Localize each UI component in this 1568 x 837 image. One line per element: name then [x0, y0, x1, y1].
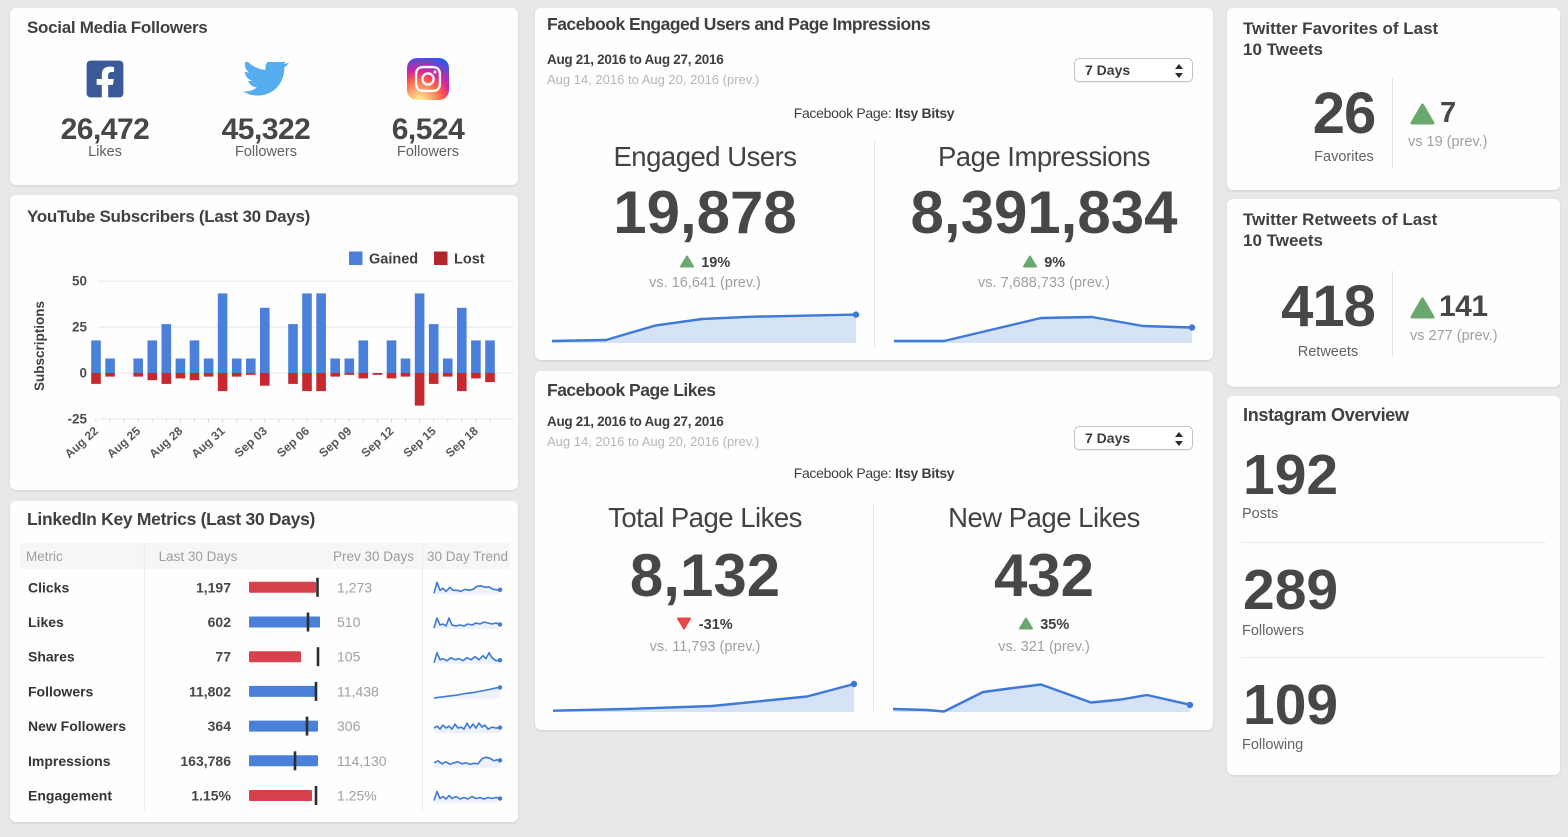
svg-text:105: 105: [337, 649, 361, 665]
svg-text:Subscriptions: Subscriptions: [32, 301, 47, 391]
svg-text:1.15%: 1.15%: [191, 788, 231, 804]
svg-text:Prev 30 Days: Prev 30 Days: [333, 549, 414, 564]
svg-text:Sep 03: Sep 03: [232, 424, 270, 461]
svg-text:New Followers: New Followers: [28, 718, 126, 734]
svg-text:Last 30 Days: Last 30 Days: [159, 549, 238, 564]
svg-text:163,786: 163,786: [180, 753, 231, 769]
svg-text:Engagement: Engagement: [28, 788, 112, 804]
svg-text:Gained: Gained: [369, 252, 418, 268]
svg-text:11,438: 11,438: [337, 683, 379, 699]
svg-text:Aug 22: Aug 22: [62, 424, 101, 461]
svg-text:Sep 12: Sep 12: [358, 424, 396, 461]
svg-text:114,130: 114,130: [337, 753, 387, 769]
svg-text:Sep 18: Sep 18: [443, 424, 481, 461]
svg-text:1.25%: 1.25%: [337, 788, 377, 804]
svg-text:Likes: Likes: [28, 614, 64, 630]
svg-text:1,197: 1,197: [196, 579, 231, 595]
svg-text:1,273: 1,273: [337, 579, 372, 595]
svg-text:0: 0: [79, 366, 87, 381]
svg-text:50: 50: [72, 274, 87, 289]
svg-text:Sep 09: Sep 09: [316, 424, 354, 461]
svg-text:Sep 06: Sep 06: [274, 424, 312, 461]
svg-text:Aug 28: Aug 28: [146, 424, 185, 461]
svg-text:77: 77: [215, 649, 231, 665]
svg-text:Clicks: Clicks: [28, 579, 69, 595]
svg-text:Shares: Shares: [28, 649, 75, 665]
svg-text:Followers: Followers: [28, 683, 94, 699]
svg-text:364: 364: [208, 718, 232, 734]
svg-text:602: 602: [208, 614, 232, 630]
svg-text:306: 306: [337, 718, 361, 734]
svg-text:-25: -25: [67, 411, 87, 426]
svg-text:30 Day Trend: 30 Day Trend: [427, 549, 508, 564]
svg-text:510: 510: [337, 614, 361, 630]
svg-text:11,802: 11,802: [189, 683, 231, 699]
svg-text:Impressions: Impressions: [28, 753, 111, 769]
svg-text:Sep 15: Sep 15: [401, 424, 439, 461]
svg-text:Aug 31: Aug 31: [189, 424, 228, 461]
svg-text:25: 25: [72, 320, 88, 335]
svg-text:Lost: Lost: [454, 252, 485, 268]
svg-text:Metric: Metric: [26, 549, 63, 564]
svg-text:Aug 25: Aug 25: [104, 424, 143, 461]
